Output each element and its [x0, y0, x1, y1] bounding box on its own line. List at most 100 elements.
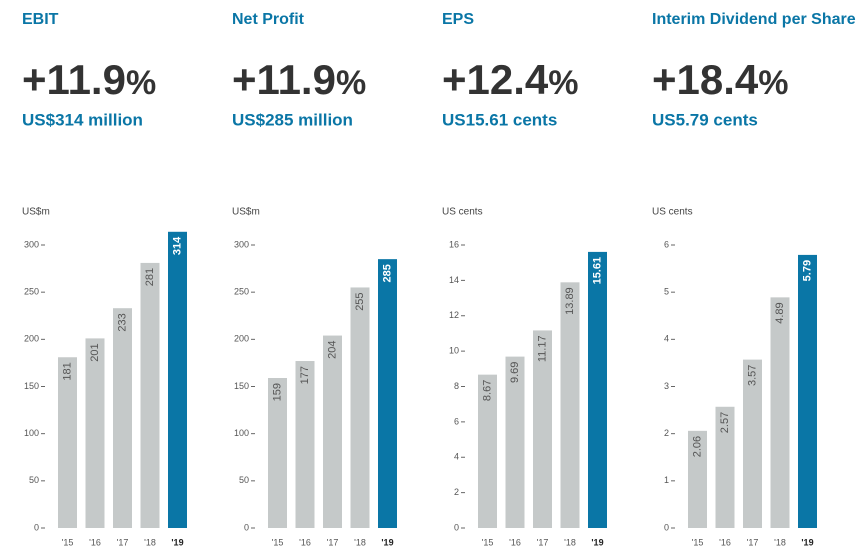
y-tick-label: 3 — [664, 381, 669, 391]
bar — [85, 338, 105, 528]
subtitle: US15.61 cents — [442, 110, 557, 129]
bar — [478, 374, 497, 528]
value-label: 11.17 — [536, 335, 548, 362]
bar — [378, 259, 397, 528]
y-tick-label: 8 — [454, 381, 459, 391]
y-tick-label: 150 — [24, 381, 39, 391]
x-tick-label: '19 — [591, 537, 603, 547]
headline-value: +11.9 — [22, 56, 126, 103]
x-tick-label: '16 — [89, 537, 101, 547]
bar — [743, 359, 762, 528]
subtitle: US$285 million — [232, 110, 353, 129]
headline: +11.9% — [22, 56, 156, 103]
value-label: 181 — [61, 362, 73, 380]
bar — [770, 297, 790, 528]
headline-unit: % — [758, 64, 788, 102]
y-axis-label: US cents — [442, 207, 483, 218]
bar — [168, 231, 187, 528]
headline-value: +11.9 — [232, 56, 336, 103]
y-tick-label: 16 — [449, 239, 459, 249]
y-tick-label: 1 — [664, 475, 669, 485]
x-tick-label: '15 — [62, 537, 74, 547]
headline: +18.4% — [652, 56, 789, 103]
y-tick-label: 250 — [24, 287, 39, 297]
y-tick-label: 100 — [234, 428, 249, 438]
x-tick-label: '15 — [482, 537, 494, 547]
panel-title: EPS — [442, 11, 474, 28]
bar — [798, 254, 817, 528]
y-tick-label: 150 — [234, 381, 249, 391]
value-label: 285 — [381, 264, 393, 282]
panel-title: Net Profit — [232, 11, 305, 28]
y-tick-label: 2 — [664, 428, 669, 438]
panel-title: Interim Dividend per Share — [652, 11, 856, 28]
bar — [505, 356, 525, 528]
bar — [533, 330, 552, 528]
bar — [323, 335, 342, 528]
y-axis-label: US$m — [22, 207, 50, 218]
subtitle: US$314 million — [22, 110, 143, 129]
value-label: 4.89 — [774, 302, 786, 323]
value-label: 5.79 — [801, 260, 813, 281]
x-tick-label: '15 — [272, 537, 284, 547]
y-axis-label: US cents — [652, 207, 693, 218]
y-tick-label: 6 — [664, 239, 669, 249]
x-tick-label: '17 — [117, 537, 129, 547]
y-tick-label: 250 — [234, 287, 249, 297]
y-tick-label: 50 — [29, 475, 39, 485]
y-tick-label: 0 — [244, 522, 249, 532]
x-tick-label: '16 — [299, 537, 311, 547]
value-label: 13.89 — [564, 287, 576, 315]
headline-unit: % — [336, 64, 366, 102]
value-label: 2.57 — [719, 412, 731, 433]
bar — [140, 262, 160, 528]
y-tick-label: 0 — [664, 522, 669, 532]
x-tick-label: '18 — [564, 537, 576, 547]
headline-value: +12.4 — [442, 56, 549, 103]
value-label: 255 — [354, 292, 366, 310]
value-label: 177 — [299, 366, 311, 384]
bar — [560, 282, 580, 528]
value-label: 314 — [171, 236, 183, 255]
headline: +11.9% — [232, 56, 366, 103]
x-tick-label: '16 — [509, 537, 521, 547]
y-tick-label: 12 — [449, 310, 459, 320]
x-tick-label: '15 — [692, 537, 704, 547]
y-tick-label: 0 — [454, 522, 459, 532]
x-tick-label: '17 — [747, 537, 759, 547]
value-label: 3.57 — [746, 365, 758, 386]
headline-unit: % — [126, 64, 156, 102]
y-tick-label: 300 — [24, 239, 39, 249]
x-tick-label: '18 — [774, 537, 786, 547]
y-tick-label: 50 — [239, 475, 249, 485]
x-tick-label: '18 — [144, 537, 156, 547]
bar — [113, 308, 132, 528]
headline-unit: % — [548, 64, 578, 102]
headline: +12.4% — [442, 56, 579, 103]
y-tick-label: 200 — [234, 334, 249, 344]
bar — [715, 406, 735, 528]
value-label: 159 — [271, 383, 283, 401]
headline-value: +18.4 — [652, 56, 759, 103]
value-label: 233 — [116, 313, 128, 331]
value-label: 15.61 — [591, 257, 603, 285]
x-tick-label: '19 — [171, 537, 183, 547]
y-tick-label: 100 — [24, 428, 39, 438]
y-tick-label: 4 — [454, 452, 459, 462]
y-tick-label: 2 — [454, 487, 459, 497]
x-tick-label: '19 — [381, 537, 393, 547]
x-tick-label: '19 — [801, 537, 813, 547]
value-label: 201 — [89, 343, 101, 361]
bar — [350, 287, 370, 528]
subtitle: US5.79 cents — [652, 110, 758, 129]
y-tick-label: 200 — [24, 334, 39, 344]
bar — [58, 357, 77, 528]
bar — [688, 430, 707, 528]
y-tick-label: 300 — [234, 239, 249, 249]
y-axis-label: US$m — [232, 207, 260, 218]
y-tick-label: 6 — [454, 416, 459, 426]
y-tick-label: 0 — [34, 522, 39, 532]
bar — [588, 251, 607, 528]
